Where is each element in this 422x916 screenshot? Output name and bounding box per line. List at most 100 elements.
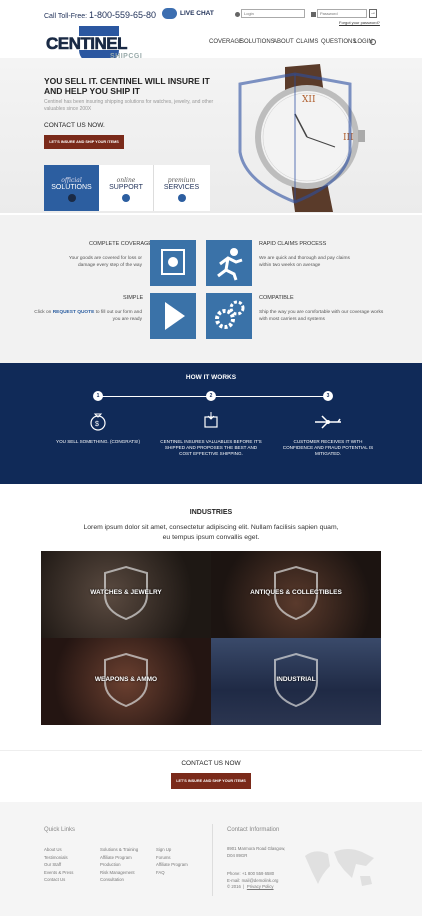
footer-link[interactable]: Contact Us [44, 877, 66, 883]
package-icon [204, 412, 218, 428]
footer-link[interactable]: Solutions & Training [100, 847, 139, 852]
forgot-password-link[interactable]: Forgot your password? [339, 20, 380, 25]
tab-support-label: SUPPORT [109, 184, 143, 191]
tab-services-small: premium [167, 177, 196, 184]
shield-icon [104, 652, 148, 708]
phone-number[interactable]: 1-800-559-65-80 [89, 10, 157, 20]
feature-text: Click on REQUEST QUOTE to fill out our f… [28, 310, 142, 323]
contact-email[interactable]: E-mail: mail@demolink.org [227, 877, 279, 883]
live-chat-label: LIVE CHAT [180, 10, 214, 18]
tile-industrial[interactable]: INDUSTRIAL [211, 638, 381, 725]
login-arrow-icon [370, 39, 376, 45]
footer-link[interactable]: Affiliate Program [156, 862, 188, 868]
footer-links-col3: Sign Up Forums Affiliate Program FAQ [156, 846, 188, 876]
contact-phone: Phone: +1 800 559 6580 [227, 871, 275, 876]
shield-icon [274, 565, 318, 621]
nav-solutions[interactable]: SOLUTIONS [240, 39, 275, 45]
contact-cta-button[interactable]: LET'S INSURE AND SHIP YOUR ITEMS [171, 773, 251, 789]
footer-links-col2: Solutions & Training Affiliate Program P… [100, 846, 138, 884]
industries-title: INDUSTRIES [189, 509, 233, 516]
nav-questions[interactable]: QUESTIONS [321, 39, 357, 45]
feature-text: We are quick and thorough and pay claims… [259, 256, 350, 268]
contact-label: CONTACT US NOW [181, 760, 241, 767]
hero-tabs: official SOLUTIONS online SUPPORT premiu… [44, 165, 210, 211]
tile-watches-jewelry[interactable]: WATCHES & JEWELRY [41, 551, 211, 638]
live-chat-button[interactable]: LIVE CHAT [162, 8, 214, 19]
step-number: 2 [206, 391, 216, 401]
footer-link[interactable]: About Us [44, 847, 62, 852]
footer-link[interactable]: Events & Press [44, 869, 74, 875]
contact-info: 8901 Marmora Road Glasgow, D04 89GR Phon… [227, 846, 286, 889]
tile-antiques-collectibles[interactable]: ANTIQUES & COLLECTIBLES [211, 551, 381, 638]
safe-icon [150, 240, 196, 286]
footer-link[interactable]: Consultation [100, 877, 124, 883]
tab-solutions[interactable]: official SOLUTIONS [44, 165, 99, 211]
feature-title: COMPATIBLE [259, 295, 294, 301]
hero-cta-button[interactable]: LET'S INSURE AND SHIP YOUR ITEMS [44, 135, 124, 149]
address-line: D04 89GR [227, 852, 248, 858]
tab-services-label: SERVICES [163, 184, 200, 191]
tab-solutions-small: official [61, 177, 82, 184]
quick-links-title: Quick Links [44, 827, 76, 833]
step-caption: CENTINEL INSURES VALUABLES BEFORE IT'S S… [160, 439, 262, 456]
divider [0, 750, 422, 751]
chevron-down-icon [122, 194, 130, 202]
step-number: 1 [93, 391, 103, 401]
airplane-icon [315, 415, 341, 429]
footer-link[interactable]: FAQ [156, 869, 165, 875]
user-icon [235, 12, 240, 17]
nav-claims[interactable]: CLAIMS [296, 39, 319, 45]
footer-link[interactable]: Sign Up [156, 847, 172, 852]
feature-text-pre: Click on [34, 310, 53, 315]
submit-login-icon[interactable]: → [369, 9, 377, 18]
footer-link[interactable]: Forums [156, 854, 171, 860]
password-input[interactable] [317, 9, 367, 18]
tile-label: INDUSTRIAL [276, 676, 316, 683]
features-section [0, 215, 422, 363]
logo-text: CENTINEL [46, 34, 128, 54]
privacy-policy-link[interactable]: Privacy Policy [246, 884, 274, 889]
toll-free: Call Toll-Free: 1-800-559-65-80 [44, 10, 156, 20]
gears-icon [206, 293, 252, 339]
logo[interactable]: CENTINEL SHIPCGI [44, 26, 154, 68]
toll-free-label: Call Toll-Free: [44, 13, 88, 20]
hero-description: Centinel has been insuring shipping solu… [44, 99, 214, 112]
footer-link[interactable]: Affiliate Program [100, 854, 132, 860]
footer-link[interactable]: Testimonials [44, 854, 68, 860]
request-quote-link[interactable]: REQUEST QUOTE [52, 310, 95, 315]
watch-image: XII III [238, 64, 365, 212]
tile-label: ANTIQUES & COLLECTIBLES [250, 589, 342, 596]
how-it-works-section [0, 363, 422, 484]
industries-subtitle: Lorem ipsum dolor sit amet, consectetur … [83, 524, 339, 541]
chevron-down-icon [67, 194, 76, 202]
step-caption: YOU SELL SOMETHING. (CONGRATS!) [56, 439, 140, 444]
nav-coverage[interactable]: COVERAGE [209, 39, 244, 45]
footer-link[interactable]: Production [100, 862, 121, 868]
feature-title: COMPLETE COVERAGE [89, 241, 152, 247]
hero-contact-label: CONTACT US NOW. [44, 122, 105, 129]
tile-weapons-ammo[interactable]: WEAPONS & AMMO [41, 638, 211, 725]
tab-support[interactable]: online SUPPORT [99, 165, 154, 211]
chat-bubble-icon [162, 8, 177, 19]
hero-headline: YOU SELL IT. CENTINEL WILL INSURE IT AND… [44, 76, 210, 96]
tab-solutions-label: SOLUTIONS [51, 184, 92, 191]
tab-services[interactable]: premium SERVICES [154, 165, 209, 211]
footer-divider [212, 824, 213, 896]
nav-login[interactable]: LOGIN [354, 39, 373, 45]
shield-icon [274, 652, 318, 708]
chevron-down-icon [177, 194, 186, 202]
contact-info-title: Contact Information [227, 827, 280, 833]
footer-links-col1: About Us Testimonials Our Staff Events &… [44, 846, 73, 884]
feature-title: RAPID CLAIMS PROCESS [259, 241, 327, 247]
footer-link[interactable]: Our Staff [44, 862, 62, 868]
feature-text-post: to fill out our form and you are ready [94, 310, 142, 322]
play-icon[interactable] [150, 293, 196, 339]
login-input[interactable] [241, 9, 305, 18]
address-line: 8901 Marmora Road Glasgow, [227, 846, 286, 851]
footer-link[interactable]: Risk Management [100, 869, 135, 875]
copyright: © 2016 [227, 884, 241, 889]
svg-text:$: $ [95, 421, 99, 428]
feature-text: Ship the way you are comfortable with ou… [259, 310, 384, 322]
nav-about[interactable]: ABOUT [273, 39, 294, 45]
shield-icon [104, 565, 148, 621]
